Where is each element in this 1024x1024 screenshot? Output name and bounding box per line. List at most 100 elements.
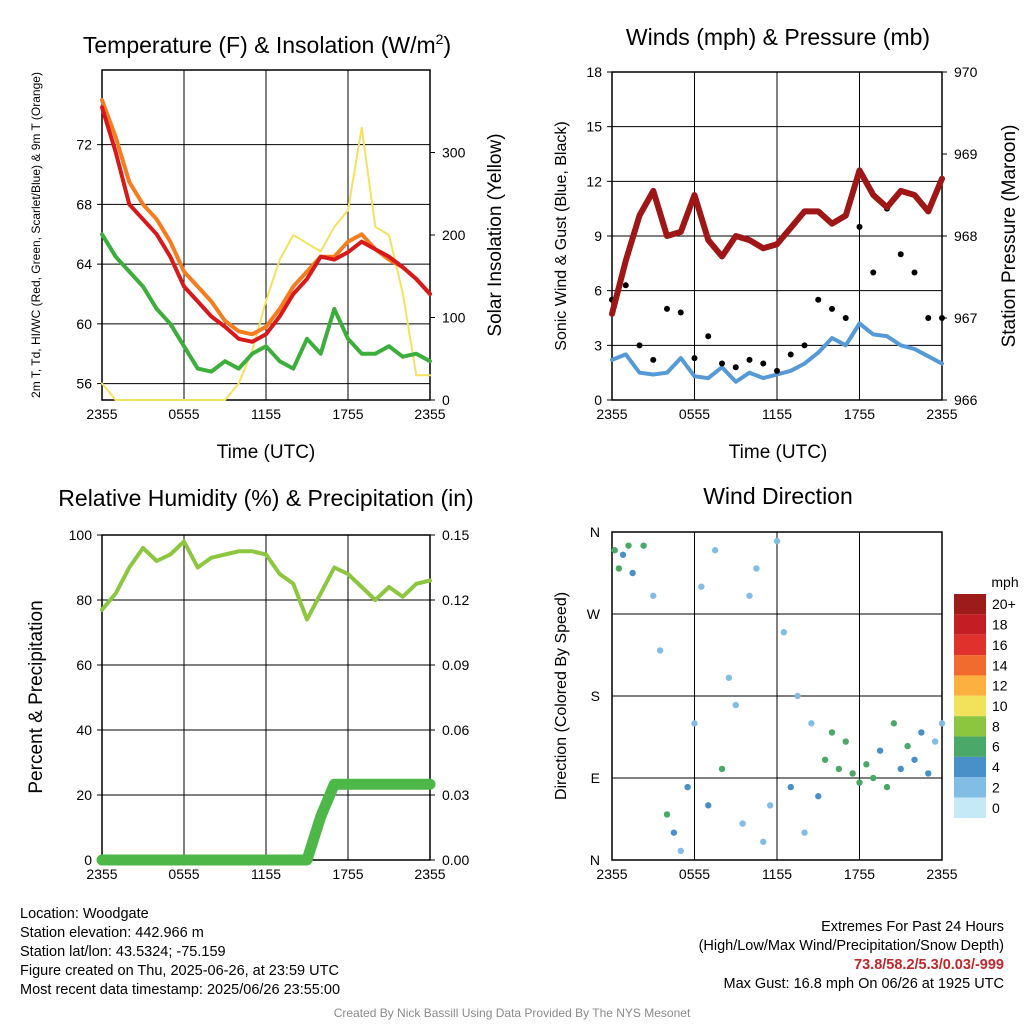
series-2m-temp <box>100 105 432 344</box>
direction-point <box>815 793 822 800</box>
direction-point <box>746 592 753 599</box>
gust-point <box>732 364 739 371</box>
y-tick-label: 6 <box>594 283 602 299</box>
direction-point <box>698 583 705 590</box>
direction-point <box>650 592 657 599</box>
y-tick-label: 15 <box>586 119 602 135</box>
direction-point <box>718 765 726 773</box>
y-tick-label: 3 <box>594 337 602 353</box>
direction-point <box>808 720 815 727</box>
series-pressure <box>609 167 945 317</box>
chart-title: Wind Direction <box>703 483 853 509</box>
gust-point <box>911 269 918 276</box>
direction-point <box>849 770 856 777</box>
y2-tick-label: 970 <box>954 64 978 80</box>
y-tick-label: 60 <box>76 316 92 332</box>
x-tick-label: 2355 <box>596 866 627 882</box>
series-insolation <box>101 126 431 401</box>
gust-point <box>925 315 932 321</box>
x-tick-label: 2355 <box>926 406 957 422</box>
legend-label: 2 <box>992 779 1000 795</box>
series-dewpoint <box>100 232 432 374</box>
direction-point <box>691 720 698 727</box>
y-tick-label: 80 <box>76 592 92 608</box>
legend-swatch <box>954 655 986 676</box>
legend-swatch <box>954 797 986 818</box>
speed-legend: mph 20+ 18 16 14 12 10 8 6 4 2 0 <box>954 574 1019 818</box>
gust-point <box>650 356 657 363</box>
gust-point <box>636 342 643 349</box>
series-sonic-wind <box>610 321 944 384</box>
direction-point <box>925 770 932 777</box>
chart-title: Winds (mph) & Pressure (mb) <box>626 24 930 50</box>
legend-swatch <box>954 756 986 778</box>
location-text: Location: Woodgate <box>20 906 149 922</box>
elevation-text: Station elevation: 442.966 m <box>20 925 204 941</box>
y-tick-label: 68 <box>76 196 92 212</box>
legend-label: 20+ <box>992 596 1016 612</box>
y-axis-label: Direction (Colored By Speed) <box>553 592 570 800</box>
created-text: Figure created on Thu, 2025-06-26, at 23… <box>20 963 339 979</box>
direction-point <box>856 779 863 786</box>
direction-point <box>918 729 925 736</box>
y-tick-label: 9 <box>594 228 602 244</box>
legend-swatch <box>954 736 986 757</box>
y-tick-label: 0 <box>594 392 602 408</box>
legend-label: 12 <box>992 678 1008 694</box>
x-tick-label: 0555 <box>679 406 710 422</box>
y-tick-label: N <box>590 852 600 868</box>
y2-tick-label: 300 <box>442 145 466 161</box>
x-tick-label: 0555 <box>168 406 199 422</box>
legend-swatch <box>954 716 986 737</box>
direction-point <box>787 783 794 791</box>
y-tick-label: 18 <box>586 64 602 80</box>
temperature-panel: Temperature (F) & Insolation (W/m2)2355 0… <box>29 31 506 463</box>
gust-point <box>939 315 945 321</box>
direction-point <box>904 742 911 750</box>
direction-point <box>931 738 939 745</box>
chart-title: Temperature (F) & Insolation (W/m2) <box>83 31 451 58</box>
direction-point <box>656 647 664 654</box>
gust-point <box>870 269 877 276</box>
legend-swatch <box>954 695 986 717</box>
legend-label: 10 <box>992 698 1008 714</box>
extremes-subtitle: (High/Low/Max Wind/Precipitation/Snow De… <box>698 938 1004 954</box>
legend-title: mph <box>991 574 1018 590</box>
legend-swatch <box>954 594 986 615</box>
legend-label: 14 <box>992 657 1008 673</box>
x-tick-label: 0555 <box>168 866 199 882</box>
y2-axis-label: Station Pressure (Maroon) <box>999 125 1020 348</box>
direction-point <box>828 729 836 736</box>
gust-point <box>842 315 849 321</box>
x-tick-label: 1755 <box>844 866 875 882</box>
direction-point <box>663 811 671 818</box>
legend-label: 16 <box>992 637 1008 653</box>
x-tick-label: 1755 <box>332 406 363 422</box>
y-tick-label: 12 <box>586 173 602 189</box>
y2-tick-label: 968 <box>954 228 978 244</box>
direction-point <box>705 802 712 809</box>
y-tick-label: 60 <box>76 657 92 673</box>
y-tick-label: 72 <box>76 137 92 153</box>
gust-point <box>622 282 629 289</box>
direction-point <box>625 542 632 549</box>
gust-point <box>719 360 725 367</box>
direction-point <box>835 765 843 773</box>
y-tick-label: S <box>591 688 600 704</box>
gust-point <box>801 342 808 349</box>
max-gust-text: Max Gust: 16.8 mph On 06/26 at 1925 UTC <box>723 976 1004 992</box>
gust-point <box>691 355 698 362</box>
y2-tick-label: 0.06 <box>442 722 469 738</box>
x-tick-label: 2355 <box>596 406 627 422</box>
direction-point <box>883 783 891 791</box>
direction-point <box>890 720 898 727</box>
direction-point <box>760 838 767 845</box>
x-tick-label: 1155 <box>762 406 792 422</box>
y2-tick-label: 0.12 <box>442 592 469 608</box>
station-info: Location: Woodgate Station elevation: 44… <box>20 905 340 1000</box>
x-axis-label: Time (UTC) <box>217 442 316 463</box>
y2-tick-label: 966 <box>954 392 978 408</box>
direction-point <box>739 820 746 827</box>
